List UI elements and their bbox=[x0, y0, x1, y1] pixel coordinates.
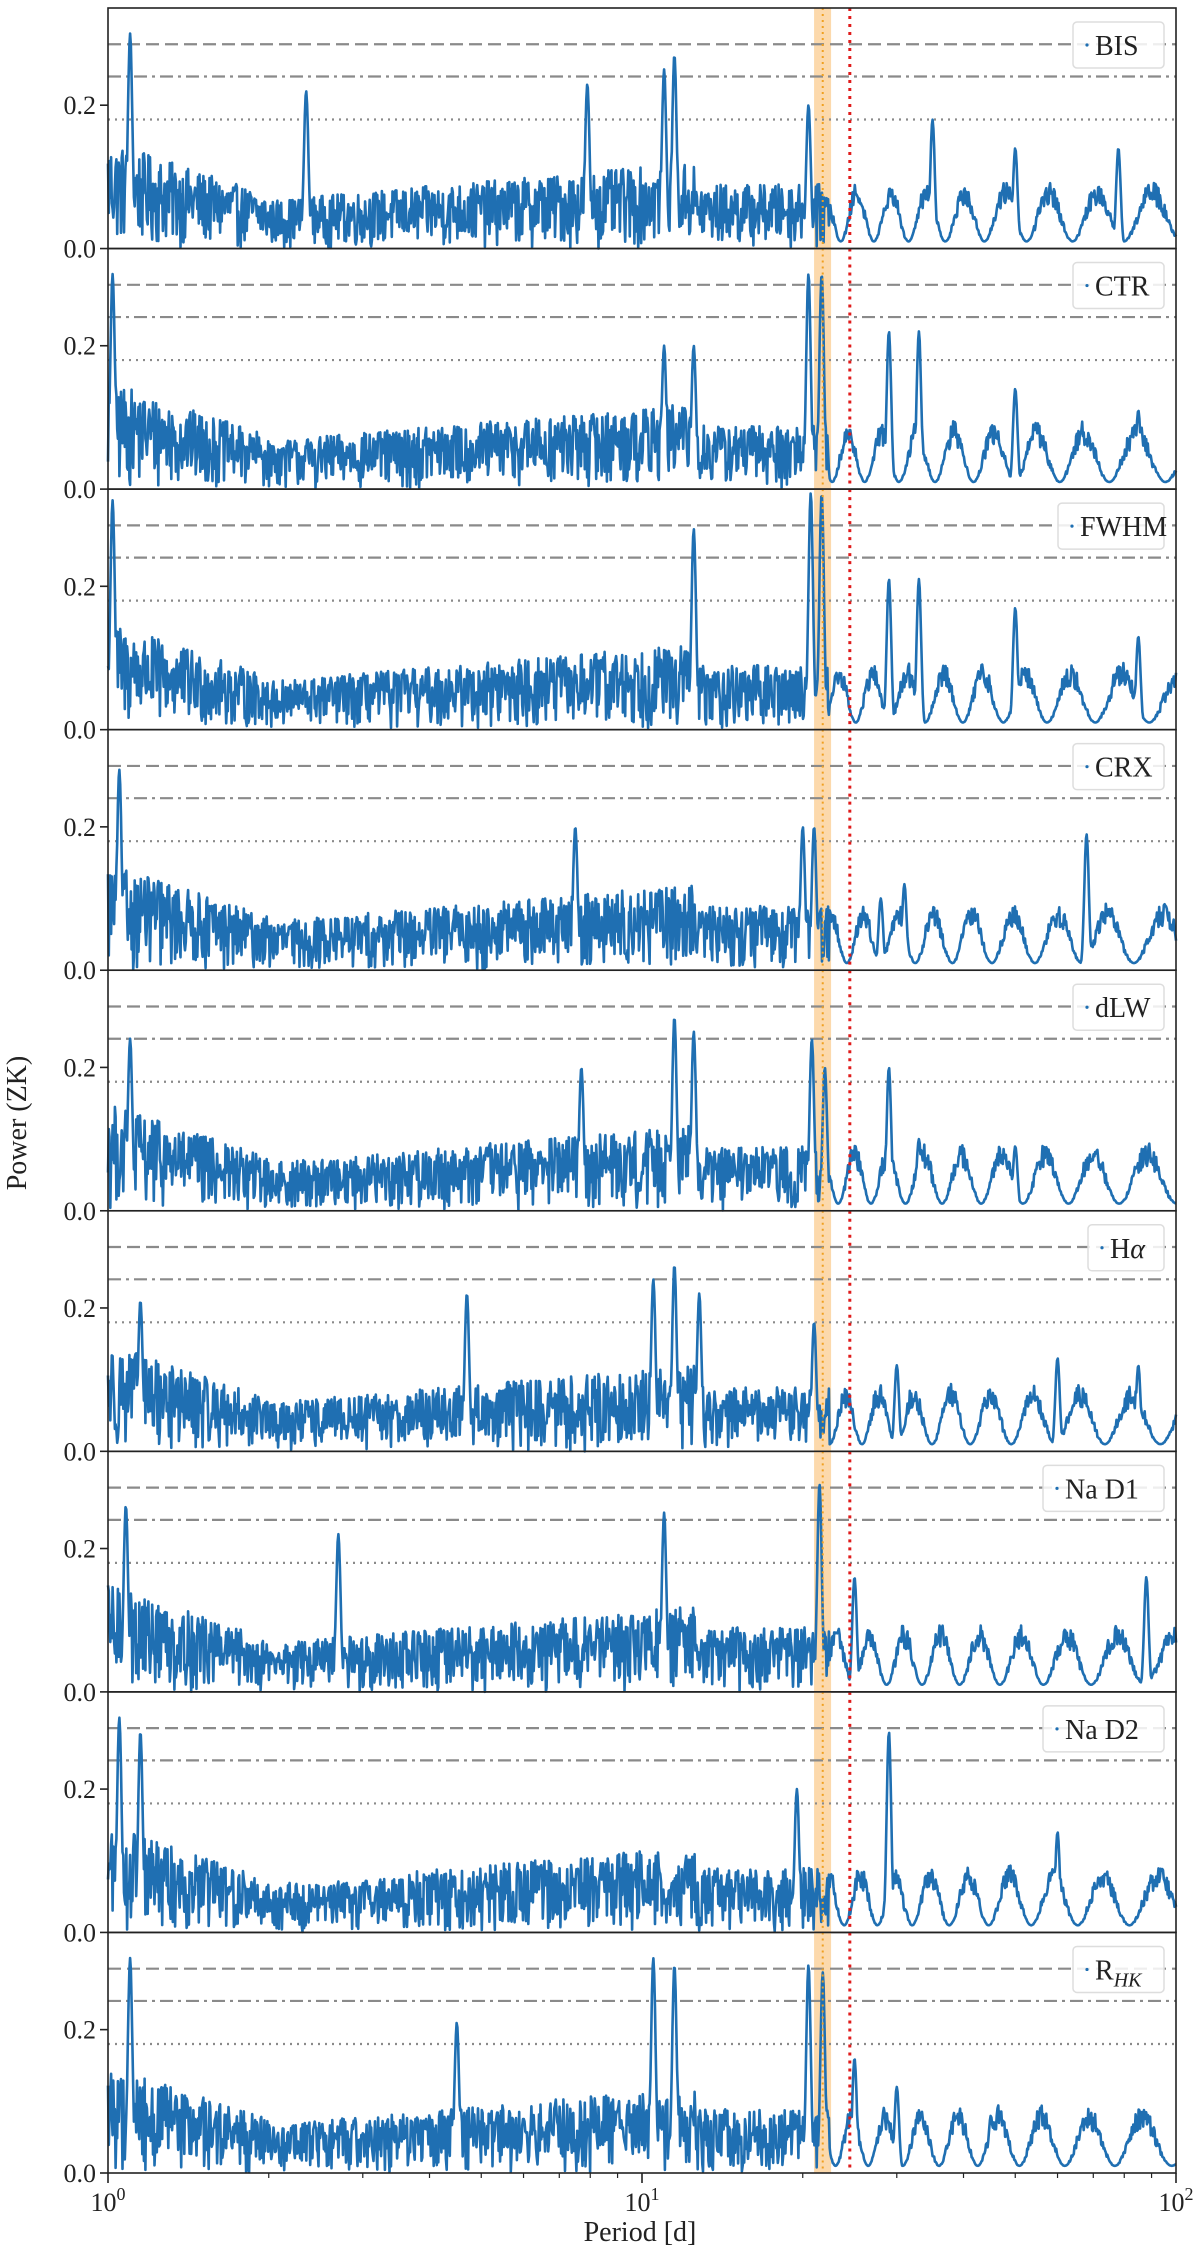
legend-box bbox=[1087, 1224, 1165, 1272]
y-axis-title: Power (ZK) bbox=[2, 1056, 33, 1191]
legend-box bbox=[1072, 1945, 1165, 1994]
y-tick-label: 0.2 bbox=[64, 91, 97, 120]
legend-label: CRX bbox=[1095, 753, 1153, 784]
legend-box bbox=[1042, 1464, 1165, 1513]
legend-box bbox=[1072, 21, 1165, 69]
panel-ctr: 0.0 0.2 CTR bbox=[64, 247, 1178, 504]
y-tick-label: 0.2 bbox=[64, 813, 97, 842]
y-tick-label: 0.0 bbox=[64, 1437, 97, 1466]
y-tick-label: 0.2 bbox=[64, 572, 97, 601]
legend-marker bbox=[1085, 1005, 1089, 1009]
legend-marker bbox=[1085, 765, 1089, 769]
y-tick-label: 0.0 bbox=[64, 1197, 97, 1226]
y-tick-label: 0.2 bbox=[64, 1053, 97, 1082]
series-line bbox=[106, 768, 1178, 971]
legend-box bbox=[1042, 1705, 1165, 1753]
panel-na-d1: 0.0 0.2 Na D1 bbox=[64, 1450, 1178, 1707]
y-tick-label: 0.0 bbox=[64, 716, 97, 745]
series-line bbox=[106, 1266, 1178, 1453]
panel-bis: 0.0 0.2 BIS bbox=[64, 7, 1178, 264]
y-tick-label: 0.0 bbox=[64, 1678, 97, 1707]
series-line bbox=[106, 1716, 1178, 1934]
panel-dlw: 0.0 0.2 dLW bbox=[64, 969, 1177, 1226]
legend-marker bbox=[1055, 1727, 1059, 1731]
legend-marker bbox=[1055, 1486, 1059, 1490]
legend-label: Na D2 bbox=[1065, 1715, 1139, 1746]
panel-fwhm: 0.0 0.2 FWHM bbox=[64, 488, 1178, 745]
legend-box bbox=[1072, 983, 1165, 1031]
legend-box bbox=[1057, 502, 1165, 550]
y-tick-label: 0.0 bbox=[64, 956, 97, 985]
x-axis: 100 101 102 bbox=[91, 2173, 1194, 2217]
y-tick-label: 0.2 bbox=[64, 1775, 97, 1804]
y-tick-label: 0.2 bbox=[64, 1535, 97, 1564]
legend-label: Na D1 bbox=[1065, 1474, 1139, 1505]
legend-label: RHK bbox=[1095, 1955, 1143, 1991]
y-tick-label: 0.2 bbox=[64, 2016, 97, 2045]
x-axis-title: Period [d] bbox=[584, 2217, 697, 2248]
panel-rhk: 0.0 0.2 RHK bbox=[64, 1931, 1177, 2188]
y-tick-label: 0.0 bbox=[64, 2159, 97, 2188]
panel-crx: 0.0 0.2 CRX bbox=[64, 728, 1178, 985]
panel-na-d2: 0.0 0.2 Na D2 bbox=[64, 1691, 1178, 1947]
legend-marker bbox=[1085, 1967, 1089, 1972]
series-line bbox=[106, 1018, 1177, 1212]
x-tick-label: 101 bbox=[625, 2184, 660, 2217]
y-tick-label: 0.0 bbox=[64, 475, 97, 504]
series-line bbox=[106, 32, 1178, 250]
series-line bbox=[106, 1483, 1178, 1694]
panel-hα: 0.0 0.2 Hα bbox=[64, 1209, 1178, 1466]
panels-group: 0.00.2BIS0.00.2CTR0.00.2FWHM0.00.2CRX0.0… bbox=[64, 7, 1194, 2217]
series-line bbox=[106, 272, 1178, 490]
y-tick-label: 0.2 bbox=[64, 1294, 97, 1323]
y-tick-label: 0.0 bbox=[64, 235, 97, 264]
y-tick-label: 0.2 bbox=[64, 332, 97, 361]
legend-box bbox=[1072, 742, 1165, 791]
legend-label: dLW bbox=[1095, 993, 1151, 1024]
series-line bbox=[106, 492, 1178, 730]
legend-label: CTR bbox=[1095, 272, 1150, 303]
legend-marker bbox=[1100, 1246, 1104, 1250]
legend-label: FWHM bbox=[1080, 512, 1167, 543]
x-tick-label: 100 bbox=[91, 2184, 126, 2217]
series-line bbox=[106, 1956, 1177, 2174]
legend-marker bbox=[1085, 283, 1089, 288]
legend-box bbox=[1072, 261, 1165, 310]
legend-marker bbox=[1085, 43, 1089, 47]
x-tick-label: 102 bbox=[1159, 2184, 1194, 2217]
legend-label: Hα bbox=[1110, 1234, 1146, 1265]
legend-label: BIS bbox=[1095, 31, 1139, 62]
legend-marker bbox=[1070, 524, 1074, 528]
y-tick-label: 0.0 bbox=[64, 1918, 97, 1947]
